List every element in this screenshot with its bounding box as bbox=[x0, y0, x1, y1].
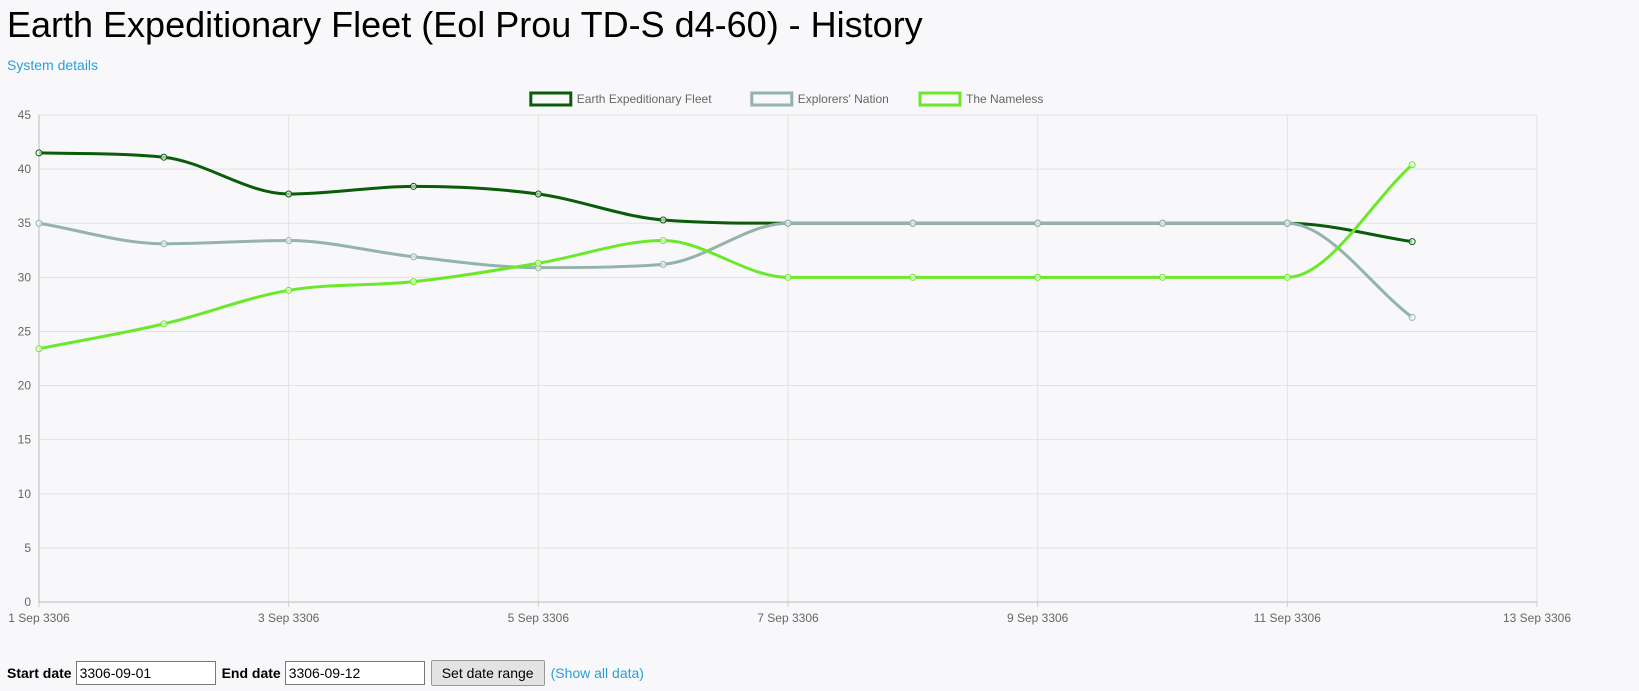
data-point-the-nameless bbox=[160, 320, 168, 328]
data-point-the-nameless bbox=[1159, 273, 1166, 281]
history-line-chart: Earth Expeditionary Fleet Explorers' Nati… bbox=[8, 91, 1571, 625]
data-point-earth-expeditionary-fleet bbox=[534, 190, 542, 198]
y-tick-label: 40 bbox=[18, 162, 32, 176]
set-date-range-button[interactable]: Set date range bbox=[430, 660, 545, 686]
data-point-the-nameless bbox=[410, 278, 417, 286]
show-all-data-link[interactable]: (Show all data) bbox=[550, 665, 644, 681]
y-tick-label: 30 bbox=[18, 270, 32, 284]
data-point-the-nameless bbox=[659, 237, 667, 245]
data-point-explorers-nation bbox=[285, 237, 293, 245]
series-line-earth-expeditionary-fleet bbox=[38, 151, 1413, 244]
x-tick-label: 9 Sep 3306 bbox=[1007, 611, 1069, 625]
start-date-label: Start date bbox=[7, 665, 72, 681]
y-tick-label: 10 bbox=[18, 487, 32, 501]
data-point-explorers-nation bbox=[410, 253, 417, 261]
y-tick-label: 35 bbox=[18, 216, 32, 230]
data-point-the-nameless bbox=[784, 273, 792, 281]
x-tick-label: 13 Sep 3306 bbox=[1503, 611, 1571, 625]
data-point-explorers-nation bbox=[784, 219, 792, 227]
y-tick-label: 20 bbox=[18, 379, 32, 393]
chart-grid bbox=[38, 114, 1538, 603]
legend-swatch-explorers-nation bbox=[750, 91, 794, 107]
legend-swatch-earth-expeditionary-fleet bbox=[529, 91, 573, 107]
data-point-explorers-nation bbox=[160, 240, 168, 248]
x-tick-label: 7 Sep 3306 bbox=[757, 611, 819, 625]
end-date-input[interactable] bbox=[284, 661, 425, 685]
legend-label-the-nameless: The Nameless bbox=[966, 92, 1043, 106]
system-details-link[interactable]: System details bbox=[7, 57, 99, 73]
y-tick-label: 15 bbox=[18, 433, 32, 447]
legend-swatch-the-nameless bbox=[918, 91, 962, 107]
y-tick-label: 5 bbox=[24, 541, 31, 555]
y-axis: 0 5 10 15 20 25 30 35 40 45 bbox=[18, 108, 32, 609]
legend-label-explorers-nation: Explorers' Nation bbox=[798, 92, 889, 106]
x-tick-label: 1 Sep 3306 bbox=[8, 611, 70, 625]
x-tick-label: 11 Sep 3306 bbox=[1254, 611, 1321, 625]
x-tick-label: 3 Sep 3306 bbox=[258, 611, 320, 625]
data-point-explorers-nation bbox=[1408, 313, 1416, 321]
x-tick-label: 5 Sep 3306 bbox=[508, 611, 570, 625]
start-date-input[interactable] bbox=[75, 661, 216, 685]
chart-series bbox=[35, 149, 1416, 353]
data-point-explorers-nation bbox=[1034, 219, 1042, 227]
data-point-earth-expeditionary-fleet bbox=[285, 190, 293, 198]
data-point-earth-expeditionary-fleet bbox=[35, 149, 43, 157]
data-point-the-nameless bbox=[909, 273, 917, 281]
y-tick-label: 45 bbox=[18, 108, 32, 122]
data-point-the-nameless bbox=[1408, 161, 1416, 169]
data-point-explorers-nation bbox=[659, 260, 667, 268]
y-tick-label: 25 bbox=[18, 324, 32, 338]
data-point-the-nameless bbox=[1034, 273, 1042, 281]
series-line-the-nameless bbox=[38, 163, 1414, 351]
page-title: Earth Expeditionary Fleet (Eol Prou TD-S… bbox=[7, 4, 923, 45]
date-range-controls: Start date End date Set date range (Show… bbox=[7, 660, 644, 686]
end-date-label: End date bbox=[221, 665, 281, 681]
data-point-explorers-nation bbox=[35, 219, 43, 227]
series-line-explorers-nation bbox=[38, 221, 1414, 319]
data-point-earth-expeditionary-fleet bbox=[410, 182, 417, 190]
data-point-the-nameless bbox=[285, 286, 293, 294]
data-point-explorers-nation bbox=[1159, 219, 1166, 227]
chart-legend: Earth Expeditionary Fleet Explorers' Nati… bbox=[529, 91, 1043, 107]
y-tick-label: 0 bbox=[24, 595, 31, 609]
legend-label-earth-expeditionary-fleet: Earth Expeditionary Fleet bbox=[577, 92, 712, 106]
x-axis: 1 Sep 3306 3 Sep 3306 5 Sep 3306 7 Sep 3306… bbox=[8, 602, 1571, 625]
data-point-earth-expeditionary-fleet bbox=[160, 153, 168, 161]
data-point-the-nameless bbox=[1283, 273, 1291, 281]
data-point-earth-expeditionary-fleet bbox=[1408, 238, 1416, 246]
data-point-the-nameless bbox=[534, 259, 542, 267]
data-point-earth-expeditionary-fleet bbox=[659, 216, 667, 224]
data-point-explorers-nation bbox=[909, 219, 917, 227]
data-point-the-nameless bbox=[35, 345, 43, 353]
data-point-explorers-nation bbox=[1283, 219, 1291, 227]
